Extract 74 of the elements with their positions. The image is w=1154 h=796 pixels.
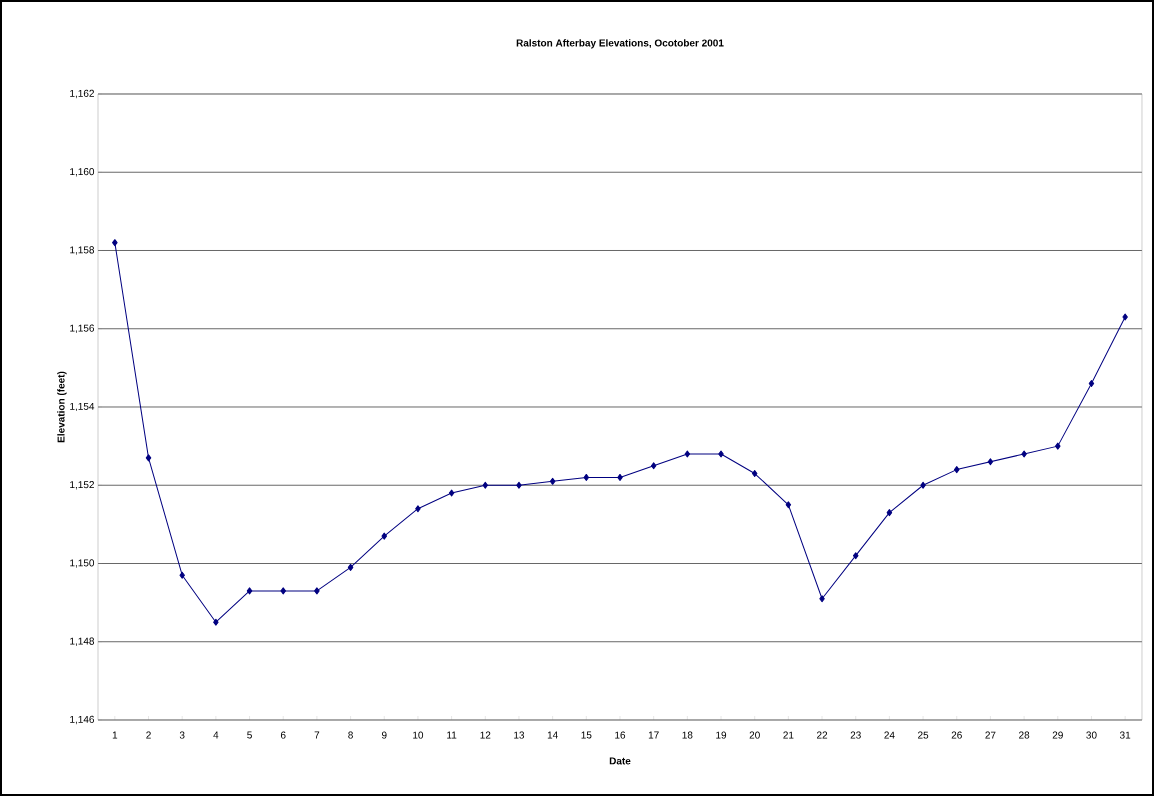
x-tick-label: 8 (348, 731, 353, 739)
point (650, 462, 657, 470)
x-tick-label: 4 (213, 731, 219, 739)
y-axis-title: Elevation (feet) (57, 371, 67, 443)
x-tick-label: 28 (1019, 731, 1030, 739)
x-tick-label: 22 (816, 731, 828, 739)
x-tick-label: 12 (480, 731, 491, 739)
point (954, 466, 960, 474)
x-tick-label: 9 (381, 731, 387, 739)
x-tick-label: 5 (247, 731, 252, 739)
point (886, 509, 893, 517)
x-tick-label: 17 (648, 731, 659, 739)
point (819, 595, 825, 603)
point (482, 481, 489, 489)
point (246, 587, 253, 595)
x-tick-label: 7 (314, 731, 320, 739)
x-tick-label: 3 (179, 731, 185, 739)
point (516, 481, 522, 489)
x-tick-label: 25 (918, 731, 929, 739)
point (280, 587, 286, 595)
point (751, 470, 758, 478)
point (684, 450, 691, 458)
x-tick-label: 29 (1052, 731, 1063, 739)
x-tick-label: 1 (112, 731, 118, 739)
y-tick-label: 1,156 (70, 324, 95, 333)
y-tick-label: 1,152 (70, 481, 94, 490)
point (920, 481, 926, 489)
x-tick-label: 13 (514, 731, 525, 739)
x-tick-label: 15 (581, 731, 592, 739)
point (415, 505, 421, 513)
y-tick-label: 1,148 (70, 637, 95, 646)
x-tick-label: 21 (783, 731, 794, 739)
point (549, 477, 556, 485)
point (381, 532, 387, 540)
point (314, 587, 320, 595)
x-axis-title: Date (609, 757, 631, 765)
x-tick-label: 24 (884, 731, 895, 739)
x-tick-label: 30 (1086, 731, 1097, 739)
x-tick-label: 14 (547, 731, 558, 739)
point (213, 618, 219, 626)
y-tick-label: 1,146 (70, 715, 95, 725)
point (987, 458, 994, 466)
point (1122, 313, 1128, 321)
x-tick-label: 27 (985, 731, 996, 739)
x-tick-label: 18 (682, 731, 693, 739)
x-tick-label: 2 (146, 731, 151, 739)
y-tick-label: 1,158 (70, 246, 95, 255)
x-tick-label: 11 (447, 731, 457, 739)
point (852, 552, 859, 560)
point (785, 501, 792, 509)
y-tick-label: 1,150 (70, 559, 95, 568)
point (718, 450, 724, 458)
x-tick-label: 20 (749, 731, 760, 739)
point (1088, 380, 1095, 388)
point (448, 489, 455, 497)
point (145, 454, 152, 462)
y-tick-label: 1,154 (70, 402, 95, 412)
x-tick-label: 6 (280, 731, 286, 739)
x-tick-label: 23 (850, 731, 861, 739)
y-tick-label: 1,162 (70, 89, 94, 99)
point (179, 571, 185, 579)
point (347, 563, 354, 571)
y-tick-label: 1,160 (70, 168, 95, 177)
x-tick-label: 26 (951, 731, 962, 739)
point (112, 239, 118, 247)
point (1021, 450, 1027, 458)
x-tick-label: 10 (413, 731, 424, 739)
x-tick-label: 31 (1119, 731, 1131, 739)
chart-title: Ralston Afterbay Elevations, Ocotober 2001 (516, 39, 724, 49)
point (617, 473, 623, 481)
x-tick-label: 16 (615, 731, 626, 739)
x-tick-label: 19 (716, 731, 727, 739)
point (583, 473, 590, 481)
point (1055, 442, 1061, 450)
